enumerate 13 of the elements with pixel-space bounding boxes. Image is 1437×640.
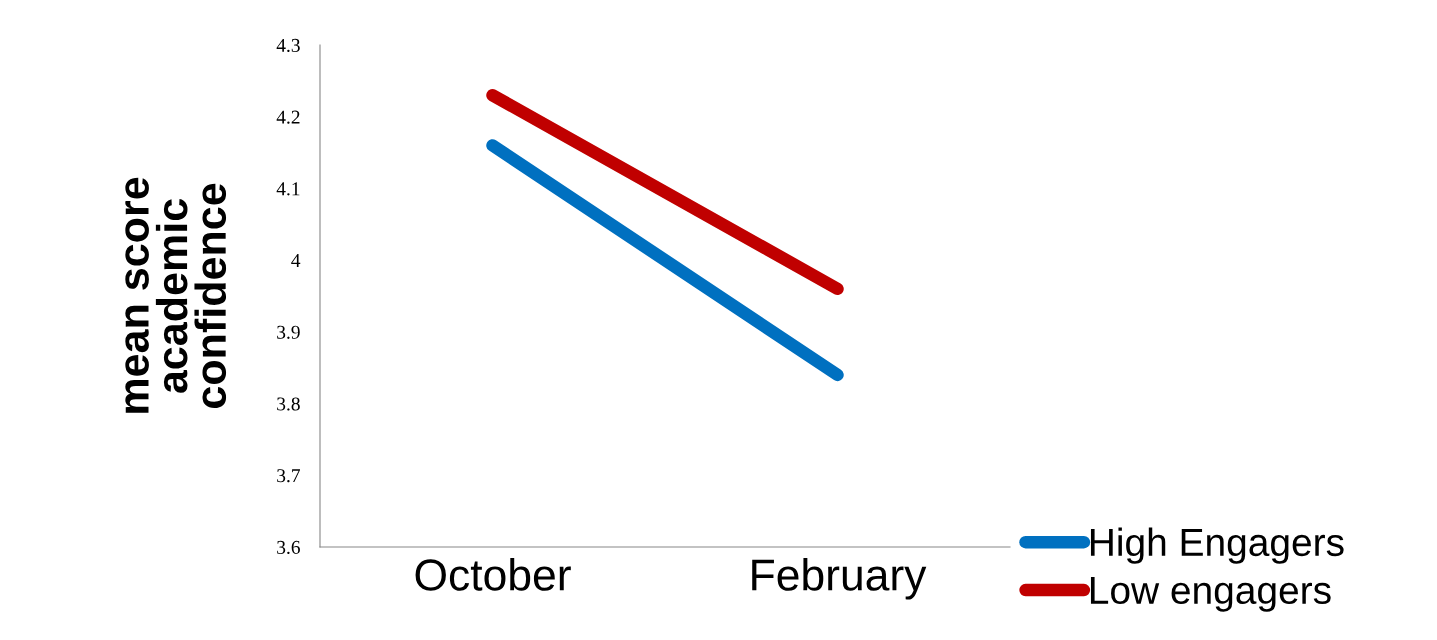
y-tick-label: 4.1 xyxy=(276,182,300,196)
y-tick-label: 3.8 xyxy=(277,397,300,411)
y-tick-label: 4.3 xyxy=(276,38,300,53)
y-axis-title: mean score academic confidence xyxy=(125,177,227,413)
y-tick-label: 4.2 xyxy=(276,110,300,124)
x-tick-label: October xyxy=(415,558,571,591)
y-tick-label: 4 xyxy=(291,254,301,267)
legend-label: High Engagers xyxy=(1090,527,1344,564)
legend-label: Low engagers xyxy=(1090,576,1331,612)
y-tick-label: 3.6 xyxy=(277,540,300,555)
x-tick-label: February xyxy=(752,558,927,600)
y-tick-label: 3.7 xyxy=(277,469,300,483)
y-tick-label: 3.9 xyxy=(277,325,300,339)
